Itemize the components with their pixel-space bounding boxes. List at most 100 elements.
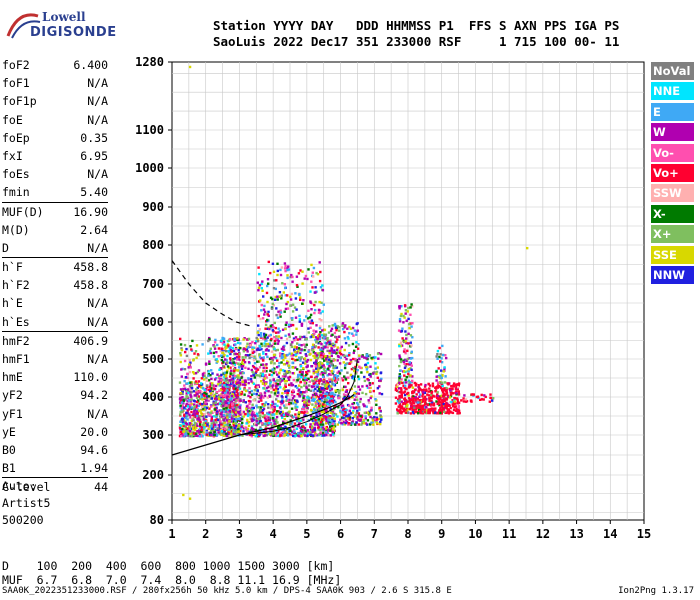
echo-point [302,376,306,379]
echo-point [477,396,480,400]
echo-point [450,400,453,404]
echo-point [423,395,427,399]
echo-point [290,352,294,355]
echo-point [194,415,197,419]
echo-point [203,396,206,400]
echo-point [226,354,229,358]
echo-point [303,348,306,352]
echo-point [198,402,202,406]
echo-point [303,277,306,280]
echo-point [452,408,456,411]
echo-point [428,387,431,390]
echo-point [261,372,265,376]
echo-point [229,401,232,404]
echo-point [396,412,399,415]
echo-point [222,407,225,410]
echo-point [270,356,273,360]
echo-point [265,327,269,330]
echo-point [321,431,325,435]
echo-point [269,339,273,342]
echo-point [318,318,321,321]
echo-point [272,413,276,416]
param-key: yF2 [2,388,23,403]
echo-point [209,385,212,388]
echo-point [326,362,329,366]
y-tick-label: 80 [150,513,164,527]
echo-point [307,331,310,334]
echo-point [329,429,332,432]
echo-point [263,377,267,380]
echo-point [214,410,217,413]
param-key: D [2,240,9,255]
echo-point [305,431,308,434]
echo-point [192,377,195,380]
echo-point [439,353,442,356]
echo-point [195,388,198,391]
echo-point [360,423,363,426]
echo-point [407,394,410,397]
echo-point [366,361,370,365]
echo-point [343,413,346,416]
echo-point [321,310,324,313]
echo-point [348,409,351,412]
echo-point [325,433,328,437]
echo-point [197,395,200,398]
echo-point [398,343,401,346]
echo-point [336,423,339,426]
echo-point [417,389,420,392]
echo-point [290,407,294,410]
echo-point [195,410,198,413]
echo-point [284,426,287,429]
echo-point [346,354,349,357]
echo-point [404,365,407,368]
echo-point [228,403,231,406]
echo-point [188,370,192,374]
echo-point [432,404,435,407]
echo-point [231,359,234,362]
echo-point [181,427,184,431]
echo-point [322,380,325,383]
echo-point [302,431,306,434]
echo-point [405,337,408,340]
echo-point [319,373,322,376]
param-row: foE N/A [2,111,108,129]
echo-point [317,418,320,421]
echo-point [405,387,408,390]
echo-point [212,423,215,426]
echo-point [233,338,236,341]
param-separator [2,330,108,332]
echo-point [334,366,337,370]
echo-point [259,426,262,429]
echo-point [222,355,225,358]
echo-point [308,380,311,383]
echo-point [308,349,311,352]
echo-point [232,381,235,384]
echo-point [321,426,324,429]
echo-point [294,385,297,388]
echo-point [347,422,350,425]
echo-point [205,406,209,410]
echo-point [186,395,189,399]
echo-point [305,390,308,393]
param-row: fxI 6.95 [2,147,108,165]
echo-point [410,364,413,367]
echo-point [272,356,275,360]
echo-point [328,380,331,383]
echo-point [355,344,359,347]
echo-point [314,401,317,404]
echo-point [252,346,256,349]
echo-point [268,419,272,422]
echo-point [306,277,309,281]
echo-point [317,419,321,423]
echo-point [343,326,346,329]
echo-point [289,295,292,298]
echo-point [322,303,325,306]
echo-point [279,315,282,318]
echo-point [365,353,369,356]
echo-point [315,271,318,275]
echo-point [435,400,438,403]
echo-point [376,386,380,390]
echo-point [410,407,413,410]
echo-point [227,350,230,353]
echo-point [449,390,452,394]
